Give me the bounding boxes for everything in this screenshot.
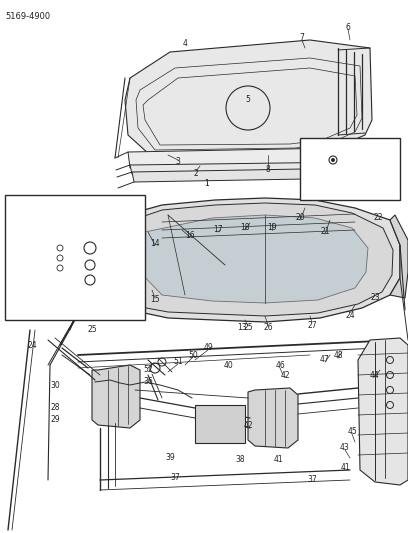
- Text: 25: 25: [87, 326, 97, 335]
- Text: 37: 37: [170, 473, 180, 482]
- Text: 47: 47: [320, 356, 330, 365]
- Polygon shape: [128, 148, 358, 168]
- Text: 17: 17: [213, 225, 223, 235]
- Polygon shape: [108, 203, 393, 316]
- Text: 46: 46: [275, 361, 285, 370]
- Text: 22: 22: [373, 214, 383, 222]
- Text: 44: 44: [370, 370, 380, 379]
- Text: 30: 30: [50, 381, 60, 390]
- Polygon shape: [105, 198, 400, 322]
- Text: 14: 14: [150, 238, 160, 247]
- Polygon shape: [140, 215, 368, 303]
- Text: 41: 41: [273, 456, 283, 464]
- Text: 26: 26: [263, 322, 273, 332]
- Text: 1: 1: [205, 179, 209, 188]
- Text: 24: 24: [101, 197, 109, 203]
- Bar: [300, 138, 400, 200]
- Text: 15: 15: [150, 295, 160, 304]
- Text: 21: 21: [320, 228, 330, 237]
- Text: 50: 50: [188, 351, 198, 359]
- Polygon shape: [125, 40, 372, 155]
- Text: 4: 4: [182, 39, 187, 49]
- Text: 24: 24: [345, 311, 355, 319]
- Polygon shape: [92, 365, 140, 428]
- Text: 32: 32: [104, 249, 113, 255]
- Text: 30: 30: [25, 242, 35, 248]
- Text: 8: 8: [266, 166, 271, 174]
- Text: 31: 31: [95, 259, 104, 265]
- Text: 10: 10: [338, 156, 348, 165]
- Polygon shape: [132, 168, 362, 182]
- Text: 19: 19: [267, 223, 277, 232]
- Text: 18: 18: [240, 223, 250, 232]
- Text: 16: 16: [185, 230, 195, 239]
- Text: 12: 12: [105, 211, 115, 220]
- Text: 29: 29: [50, 416, 60, 424]
- Polygon shape: [390, 215, 408, 298]
- Text: 33: 33: [113, 237, 122, 243]
- Text: 45: 45: [347, 427, 357, 437]
- Text: 5: 5: [246, 95, 251, 104]
- Text: 7: 7: [299, 34, 304, 43]
- Text: 9: 9: [326, 143, 330, 152]
- Text: 49: 49: [203, 343, 213, 352]
- Text: 27: 27: [307, 320, 317, 329]
- Text: 3: 3: [175, 157, 180, 166]
- Text: 36: 36: [143, 377, 153, 386]
- Text: 20: 20: [295, 214, 305, 222]
- Text: 28: 28: [50, 403, 60, 413]
- Text: 52: 52: [143, 366, 153, 375]
- Text: 42: 42: [243, 421, 253, 430]
- Text: 24: 24: [27, 341, 37, 350]
- Polygon shape: [130, 162, 360, 174]
- Text: 42: 42: [280, 370, 290, 379]
- Text: 37: 37: [122, 295, 131, 301]
- Circle shape: [331, 158, 335, 162]
- Text: 23: 23: [370, 294, 380, 303]
- Text: 6: 6: [346, 22, 350, 31]
- Text: 36: 36: [25, 230, 35, 236]
- Text: 13: 13: [237, 322, 247, 332]
- Text: 11: 11: [353, 141, 363, 149]
- Text: 28: 28: [26, 280, 34, 286]
- Text: 40: 40: [223, 360, 233, 369]
- Text: 48: 48: [333, 351, 343, 360]
- Text: 37: 37: [307, 475, 317, 484]
- Text: 41: 41: [340, 464, 350, 472]
- Text: 5169-4900: 5169-4900: [5, 12, 50, 21]
- Bar: [195, 405, 245, 443]
- Bar: [5, 195, 145, 320]
- Polygon shape: [358, 338, 408, 485]
- Text: 39: 39: [165, 454, 175, 463]
- Text: 43: 43: [340, 443, 350, 453]
- Text: 35: 35: [26, 217, 34, 223]
- Text: 38: 38: [235, 456, 245, 464]
- Polygon shape: [248, 388, 298, 448]
- Text: 29: 29: [95, 270, 104, 276]
- Text: 34: 34: [26, 205, 34, 211]
- Text: 51: 51: [173, 358, 183, 367]
- Text: 25: 25: [243, 324, 253, 333]
- Text: 2: 2: [194, 168, 198, 177]
